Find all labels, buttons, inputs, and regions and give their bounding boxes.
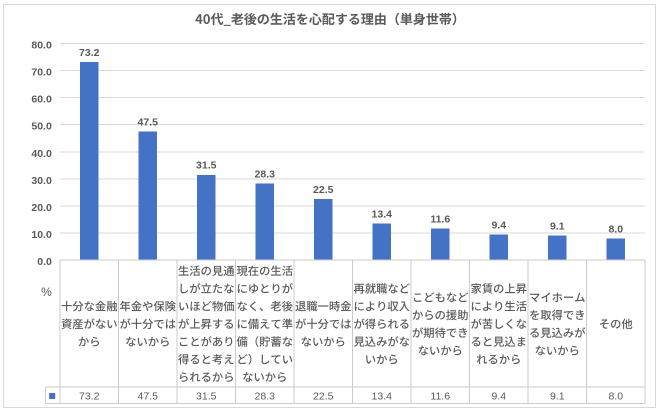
svg-text:8.0: 8.0 — [608, 223, 623, 235]
svg-text:28.3: 28.3 — [255, 168, 276, 180]
svg-text:50.0: 50.0 — [31, 121, 52, 133]
svg-text:%: % — [41, 285, 52, 299]
svg-text:11.6: 11.6 — [430, 214, 450, 226]
svg-text:28.3: 28.3 — [255, 391, 276, 403]
svg-text:31.5: 31.5 — [196, 160, 217, 172]
svg-text:9.4: 9.4 — [491, 219, 506, 231]
svg-text:60.0: 60.0 — [31, 94, 52, 106]
svg-text:11.6: 11.6 — [430, 391, 450, 403]
svg-text:31.5: 31.5 — [196, 391, 217, 403]
svg-text:9.1: 9.1 — [550, 220, 565, 232]
svg-text:8.0: 8.0 — [608, 391, 623, 403]
svg-text:80.0: 80.0 — [31, 40, 52, 52]
svg-text:22.5: 22.5 — [313, 184, 334, 196]
svg-text:20.0: 20.0 — [31, 202, 52, 214]
svg-text:30.0: 30.0 — [31, 175, 52, 187]
svg-text:10.0: 10.0 — [31, 229, 52, 241]
svg-text:73.2: 73.2 — [79, 47, 100, 59]
svg-text:13.4: 13.4 — [372, 209, 393, 221]
svg-text:0.0: 0.0 — [37, 256, 52, 268]
svg-text:9.1: 9.1 — [550, 391, 565, 403]
svg-text:13.4: 13.4 — [372, 391, 393, 403]
svg-text:47.5: 47.5 — [138, 391, 159, 403]
svg-text:70.0: 70.0 — [31, 67, 52, 79]
svg-text:73.2: 73.2 — [79, 391, 100, 403]
svg-text:22.5: 22.5 — [313, 391, 334, 403]
svg-text:9.4: 9.4 — [491, 391, 506, 403]
svg-text:40.0: 40.0 — [31, 148, 52, 160]
svg-text:47.5: 47.5 — [138, 116, 159, 128]
